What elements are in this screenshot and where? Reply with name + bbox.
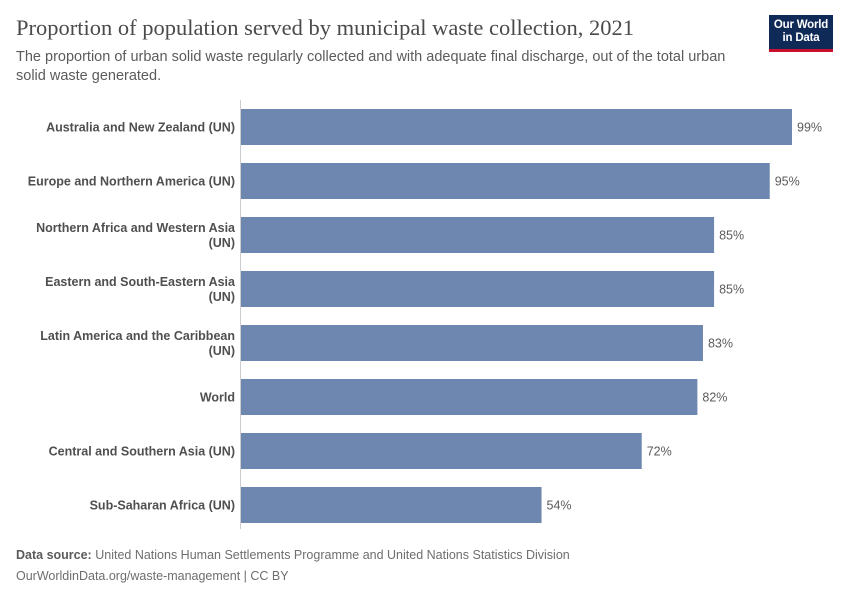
bar-value-label: 85% bbox=[719, 229, 744, 243]
bar-value-label: 72% bbox=[647, 445, 672, 459]
chart-subtitle: The proportion of urban solid waste regu… bbox=[16, 49, 726, 84]
bar-value-label: 82% bbox=[702, 391, 727, 405]
bar[interactable] bbox=[241, 163, 770, 199]
bar-value-label: 83% bbox=[708, 337, 733, 351]
bar[interactable] bbox=[241, 217, 715, 253]
owid-logo[interactable]: Our World in Data bbox=[769, 15, 833, 52]
category-label: World bbox=[200, 391, 235, 405]
category-label: Europe and Northern America (UN) bbox=[28, 175, 235, 189]
category-label-line: (UN) bbox=[209, 290, 235, 304]
logo-line-1: Our World bbox=[773, 19, 829, 31]
source-url[interactable]: OurWorldinData.org/waste-management | CC… bbox=[16, 569, 289, 583]
bar[interactable] bbox=[241, 487, 542, 523]
category-label: Latin America and the Caribbean (UN) bbox=[40, 329, 235, 358]
category-label-line: Eastern and South-Eastern Asia bbox=[45, 275, 236, 289]
data-source-text[interactable]: United Nations Human Settlements Program… bbox=[95, 548, 570, 562]
logo-line-2: in Data bbox=[782, 31, 820, 44]
bar-value-label: 99% bbox=[797, 121, 822, 135]
bar[interactable] bbox=[241, 325, 703, 361]
category-label: Australia and New Zealand (UN) bbox=[46, 121, 235, 135]
category-label-line: Australia and New Zealand (UN) bbox=[46, 121, 235, 135]
category-label-line: Central and Southern Asia (UN) bbox=[49, 445, 235, 459]
category-label-line: Europe and Northern America (UN) bbox=[28, 175, 235, 189]
bar-value-label: 54% bbox=[547, 499, 572, 513]
category-label: Eastern and South-Eastern Asia (UN) bbox=[45, 275, 236, 304]
bar[interactable] bbox=[241, 379, 698, 415]
bar[interactable] bbox=[241, 109, 792, 145]
category-label-line: (UN) bbox=[209, 344, 235, 358]
bar[interactable] bbox=[241, 271, 715, 307]
bar-value-label: 85% bbox=[719, 283, 744, 297]
data-source-label: Data source: bbox=[16, 548, 92, 562]
category-label-line: World bbox=[200, 391, 235, 405]
category-label: Northern Africa and Western Asia (UN) bbox=[36, 221, 236, 250]
category-label-line: Latin America and the Caribbean bbox=[40, 329, 235, 343]
category-label-line: (UN) bbox=[209, 236, 235, 250]
data-source: Data source: United Nations Human Settle… bbox=[16, 548, 570, 562]
chart-title: Proportion of population served by munic… bbox=[16, 15, 635, 40]
bar-value-label: 95% bbox=[775, 175, 800, 189]
category-label-line: Northern Africa and Western Asia bbox=[36, 221, 236, 235]
category-label: Sub-Saharan Africa (UN) bbox=[90, 499, 235, 513]
category-label-line: Sub-Saharan Africa (UN) bbox=[90, 499, 235, 513]
category-label: Central and Southern Asia (UN) bbox=[49, 445, 235, 459]
bar[interactable] bbox=[241, 433, 642, 469]
